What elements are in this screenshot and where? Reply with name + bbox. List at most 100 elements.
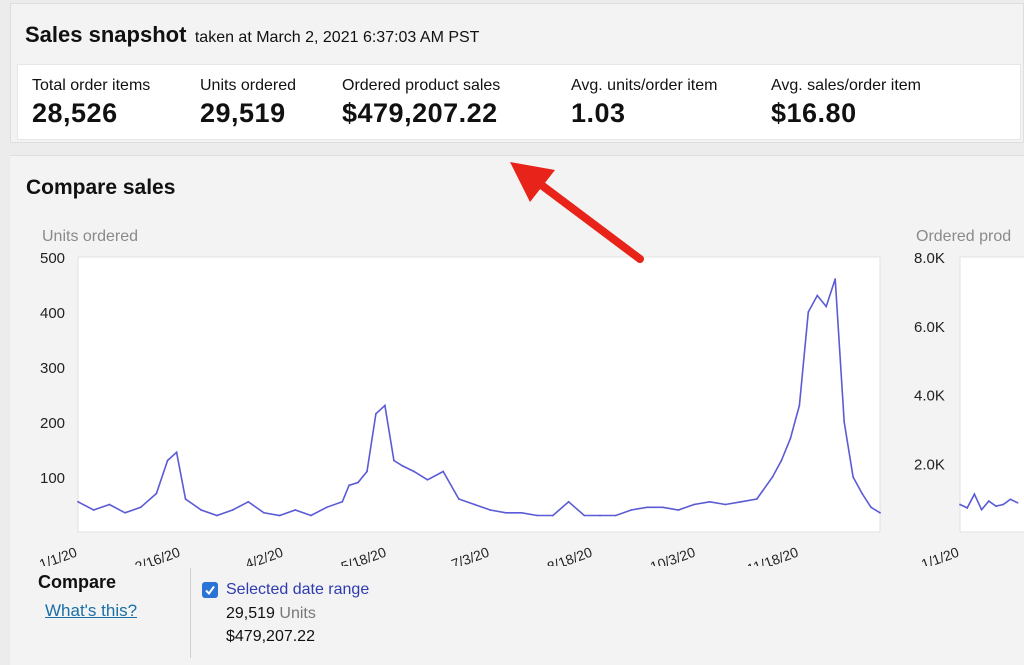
units-value: 29,519 [226, 605, 275, 622]
snapshot-title: Sales snapshot [25, 22, 187, 47]
sales-chart-y-tick: 6.0K [914, 319, 945, 336]
units-chart-data-point [614, 514, 617, 517]
units-chart-plot-area [77, 256, 881, 533]
sales-chart-data-point [1002, 503, 1005, 506]
units-chart-x-tick: 10/3/20 [648, 544, 698, 566]
snapshot-timestamp: taken at March 2, 2021 6:37:03 AM PST [194, 29, 480, 46]
units-chart-data-point [771, 476, 774, 478]
metric-value: $479,207.22 [342, 98, 498, 128]
units-chart-data-point [816, 294, 819, 297]
units-chart-x-tick: 1/1/20 [37, 544, 79, 566]
compare-sales-title: Compare sales [26, 176, 176, 199]
units-chart-data-point [677, 509, 680, 511]
ordered-product-sales-axis-title: Ordered prod [916, 228, 1011, 245]
units-chart-data-point [457, 498, 460, 500]
units-chart-data-point [879, 511, 881, 514]
metric-value: 29,519 [200, 98, 286, 128]
metric-ordered-product-sales: Ordered product sales $479,207.22 [342, 77, 500, 129]
sales-chart-plot-area [959, 256, 1024, 533]
selected-range-units: 29,519 Units [226, 605, 316, 623]
units-chart-data-point [166, 459, 169, 462]
selected-date-range-label: Selected date range [226, 581, 370, 598]
units-chart-data-point [139, 506, 142, 509]
units-chart-data-point [807, 311, 810, 313]
units-chart-data-point [789, 437, 792, 440]
metric-avg-units-per-order-item: Avg. units/order item 1.03 [571, 77, 717, 129]
units-chart-data-point [278, 514, 281, 517]
units-chart-data-point [231, 509, 234, 511]
sales-chart-data-point [959, 503, 961, 506]
units-chart-data-point [426, 478, 429, 481]
units-chart-data-point [552, 514, 554, 517]
units-chart-data-point [155, 492, 158, 495]
units-chart-data-point [843, 421, 846, 423]
units-chart-x-tick: 8/18/20 [545, 544, 595, 566]
metric-value: 1.03 [571, 98, 626, 128]
units-label: Units [279, 605, 316, 622]
units-chart-data-point [861, 492, 863, 495]
units-chart-y-tick: 300 [40, 360, 65, 377]
units-chart-data-point [661, 506, 664, 509]
compare-label: Compare [38, 572, 117, 592]
units-chart-data-point [536, 514, 539, 517]
metric-label: Avg. units/order item [571, 77, 718, 94]
units-chart-data-point [567, 500, 570, 503]
sales-chart-data-point [1016, 501, 1019, 504]
sales-chart-data-point [995, 505, 997, 508]
units-chart-x-tick: 5/18/20 [339, 544, 389, 566]
units-chart-data-point [184, 498, 187, 500]
selected-date-range-checkbox[interactable] [202, 582, 218, 598]
units-chart-data-point [175, 451, 178, 454]
sales-chart-y-tick: 4.0K [914, 388, 945, 405]
whats-this-link[interactable]: What's this? [45, 601, 138, 620]
units-chart-data-point [825, 305, 828, 308]
selected-range-sales: $479,207.22 [226, 628, 315, 645]
units-chart-data-point [834, 278, 837, 280]
compare-sales-charts: Units ordered 500 400 300 200 100 1/1/20 2/16… [37, 162, 1024, 566]
units-chart-data-point [489, 509, 492, 511]
units-chart-data-point [310, 514, 312, 517]
annotation-arrow [510, 162, 644, 263]
units-chart-data-point [504, 511, 507, 514]
units-chart-data-point [92, 509, 95, 511]
units-chart-data-point [755, 498, 758, 500]
units-chart-data-point [401, 465, 404, 467]
units-chart-data-point [366, 470, 368, 473]
units-chart-data-point [263, 511, 265, 514]
metric-label: Avg. sales/order item [771, 77, 921, 94]
units-chart-data-point [442, 470, 445, 473]
sales-chart-data-point [980, 508, 983, 511]
metric-value: 28,526 [32, 98, 118, 128]
units-chart-data-point [852, 476, 855, 478]
units-chart-data-point [375, 412, 377, 415]
units-chart-data-point [348, 484, 350, 487]
metric-label: Units ordered [200, 77, 297, 94]
sales-chart-data-point [1009, 498, 1012, 501]
units-chart-data-point [473, 503, 476, 506]
units-chart-data-point [708, 500, 711, 503]
units-chart-y-tick: 500 [40, 250, 65, 267]
metric-total-order-items: Total order items 28,526 [32, 77, 150, 129]
compare-sales-panel: Compare sales Units ordered 500 400 300 200… [10, 155, 1024, 665]
units-chart-data-point [341, 500, 344, 503]
metric-value: $16.80 [771, 98, 857, 128]
units-chart-data-point [583, 514, 586, 517]
units-chart-data-point [384, 404, 386, 407]
units-chart-data-point [294, 509, 297, 511]
units-chart-data-point [77, 500, 79, 503]
sales-snapshot-panel: Sales snapshot taken at March 2, 2021 6:… [10, 3, 1024, 143]
sales-chart-y-tick: 2.0K [914, 456, 945, 473]
units-chart-x-tick: 7/3/20 [449, 544, 491, 566]
units-chart-data-point [693, 503, 695, 506]
units-chart-data-point [215, 514, 218, 517]
units-chart-x-tick: 11/18/20 [745, 544, 801, 566]
units-ordered-series-line [77, 278, 881, 517]
units-chart-data-point [247, 500, 250, 503]
units-chart-y-tick: 200 [40, 415, 65, 432]
units-chart-data-point [325, 506, 328, 509]
metric-avg-sales-per-order-item: Avg. sales/order item $16.80 [771, 77, 921, 129]
units-chart-data-point [630, 509, 633, 511]
units-chart-data-point [392, 459, 395, 462]
units-chart-data-point [124, 511, 126, 514]
units-chart-data-point [780, 459, 783, 462]
